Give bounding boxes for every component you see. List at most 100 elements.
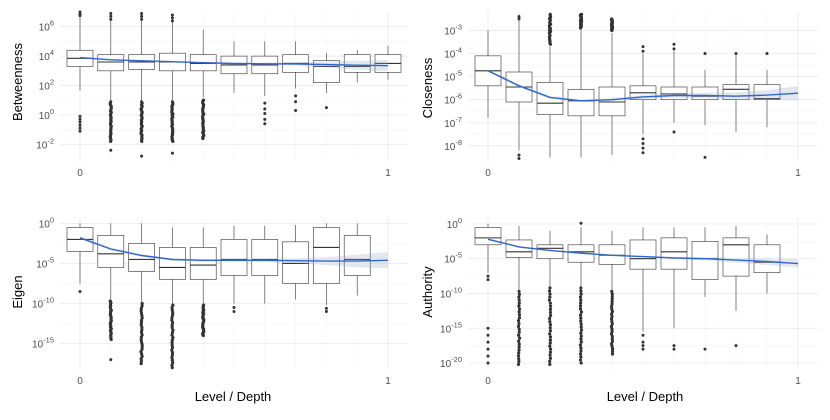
outlier-point: [486, 326, 490, 330]
outlier-point: [641, 137, 645, 141]
box: [598, 86, 626, 117]
box-group: [343, 223, 371, 296]
outlier-point: [140, 342, 144, 346]
y-tick-base: 10: [39, 219, 51, 230]
y-tick-exponent: -4: [455, 46, 462, 55]
box-group: [505, 14, 533, 161]
outlier-point: [610, 317, 614, 321]
y-tick-label: 10-5: [444, 69, 462, 84]
trend-confidence-band: [488, 69, 798, 103]
outlier-point: [672, 47, 676, 51]
y-tick-base: 10: [39, 82, 51, 93]
outlier-point: [548, 316, 552, 321]
outlier-point: [672, 347, 676, 351]
outlier-point: [641, 333, 645, 337]
outlier-point: [641, 151, 645, 155]
outlier-point: [579, 301, 583, 305]
outlier-point: [548, 332, 552, 336]
box-group: [189, 29, 217, 141]
box-group: [220, 225, 248, 314]
box-group: [66, 223, 94, 293]
outlier-point: [517, 307, 522, 311]
outlier-point: [517, 313, 522, 317]
xlabel-eigen: Level / Depth: [195, 389, 272, 404]
y-tick-base: 10: [440, 324, 452, 335]
outlier-point: [610, 292, 614, 296]
outlier-point: [170, 16, 174, 20]
box-group: [159, 13, 186, 155]
box-group: [598, 230, 626, 356]
outlier-point: [232, 310, 236, 314]
outlier-point: [610, 314, 614, 319]
outlier-point: [140, 301, 144, 306]
x-tick-label: 1: [385, 376, 391, 387]
outlier-point: [765, 52, 769, 56]
outlier-point: [517, 336, 522, 340]
y-tick-base: 10: [444, 73, 456, 84]
y-tick-exponent: 0: [50, 215, 54, 224]
outlier-point: [548, 359, 552, 363]
outlier-point: [170, 351, 175, 355]
outlier-point: [548, 362, 552, 367]
outlier-point: [516, 324, 521, 329]
outlier-point: [610, 319, 614, 324]
outlier-point: [294, 109, 298, 113]
ylabel-betweenness: Betweenness: [10, 42, 25, 121]
outlier-point: [548, 353, 552, 357]
outlier-point: [140, 154, 144, 158]
y-tick-exponent: -7: [455, 115, 462, 124]
outlier-point: [579, 355, 583, 359]
y-tick-base: 10: [444, 96, 456, 107]
outlier-point: [516, 319, 521, 323]
trend-line: [79, 237, 389, 262]
x-tick-label: 0: [485, 376, 491, 387]
outlier-point: [610, 337, 614, 341]
outlier-point: [139, 330, 144, 334]
outlier-point: [139, 311, 144, 315]
y-tick-base: 10: [440, 290, 452, 301]
outlier-point: [517, 157, 521, 161]
outlier-point: [517, 295, 521, 299]
box-group: [251, 225, 279, 304]
outlier-point: [579, 298, 583, 302]
y-tick-base: 10: [444, 255, 456, 266]
outlier-point: [294, 94, 298, 98]
outlier-point: [139, 318, 144, 322]
y-tick-exponent: -6: [455, 92, 462, 101]
y-tick-label: 10-15: [32, 336, 54, 351]
y-tick-label: 102: [39, 78, 54, 93]
outlier-point: [263, 117, 267, 121]
outlier-point: [609, 304, 614, 309]
y-tick-base: 10: [444, 119, 456, 130]
outlier-point: [324, 106, 328, 110]
box: [220, 239, 248, 276]
trend-line: [487, 70, 799, 102]
outlier-point: [170, 341, 174, 345]
outlier-point: [610, 334, 614, 339]
outlier-point: [140, 347, 144, 351]
outlier-point: [171, 311, 175, 315]
panel-closeness: Closeness 10-810-710-610-510-410-30 1: [420, 12, 818, 179]
outlier-point: [610, 294, 614, 299]
outlier-point: [324, 310, 328, 314]
outlier-point: [578, 295, 583, 299]
outlier-point: [517, 333, 521, 337]
y-tick-exponent: -20: [451, 355, 462, 364]
box: [691, 241, 719, 280]
outlier-point: [579, 346, 583, 350]
outlier-point: [610, 307, 614, 311]
outlier-point: [139, 337, 143, 342]
outlier-point: [139, 309, 143, 313]
outlier-point: [579, 325, 583, 329]
xlabel-authority: Level / Depth: [607, 389, 684, 404]
outlier-point: [78, 123, 82, 127]
y-tick-label: 10-7: [444, 115, 462, 130]
outlier-point: [108, 299, 112, 303]
outlier-point: [703, 347, 707, 351]
outlier-point: [170, 19, 174, 23]
outlier-point: [579, 322, 583, 326]
outlier-point: [578, 313, 583, 317]
outlier-point: [579, 331, 583, 335]
box-group: [97, 11, 125, 152]
outlier-point: [703, 155, 707, 159]
